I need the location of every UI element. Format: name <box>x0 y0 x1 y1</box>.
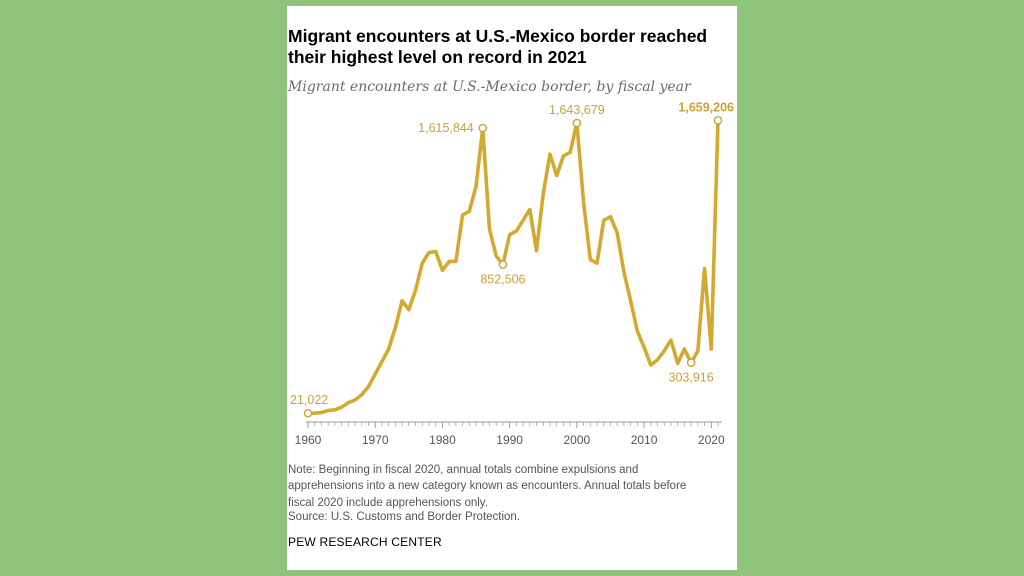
data-label: 1,659,206 <box>678 100 734 114</box>
data-point-marker <box>478 123 488 133</box>
data-point-marker <box>713 115 723 125</box>
x-tick-label: 2020 <box>698 433 725 447</box>
x-tick-label: 2010 <box>631 433 658 447</box>
x-tick-label: 1970 <box>362 433 389 447</box>
chart-card: Migrant encounters at U.S.-Mexico border… <box>287 6 737 570</box>
annotation-labels: 21,022 1,615,844 852,506 1,643,679 303,916 1,… <box>290 100 734 407</box>
note-line: fiscal 2020 include apprehensions only. <box>288 496 488 509</box>
x-tick-label: 1990 <box>496 433 523 447</box>
x-tick-label: 2000 <box>564 433 591 447</box>
data-point-marker <box>572 118 582 128</box>
data-label: 852,506 <box>480 273 525 287</box>
data-label: 303,916 <box>669 371 714 385</box>
brand-logo-text: PEW RESEARCH CENTER <box>288 535 442 549</box>
data-point-marker <box>686 358 696 367</box>
data-label: 21,022 <box>290 393 328 407</box>
note-line: Note: Beginning in fiscal 2020, annual t… <box>288 464 639 476</box>
series-line-layer <box>306 118 720 416</box>
x-tick-label: 1960 <box>295 433 322 447</box>
x-tick-label: 1980 <box>429 433 456 447</box>
chart-title: Migrant encounters at U.S.-Mexico border… <box>288 26 708 67</box>
note-line: apprehensions into a new category known … <box>288 480 687 493</box>
data-point-marker <box>303 408 313 418</box>
annotation-markers <box>303 115 723 418</box>
x-axis: 1960 1970 1980 1990 2000 2010 2020 <box>295 421 725 447</box>
line-chart: 1960 1970 1980 1990 2000 2010 2020 21,022 1,615… <box>290 100 734 447</box>
data-point-marker <box>498 260 508 269</box>
data-label: 1,615,844 <box>418 121 474 135</box>
data-label: 1,643,679 <box>549 103 605 117</box>
chart-note: Note: Beginning in fiscal 2020, annual t… <box>288 462 728 511</box>
series-line <box>306 118 720 416</box>
chart-source: Source: U.S. Customs and Border Protecti… <box>288 511 521 523</box>
chart-subtitle: Migrant encounters at U.S.-Mexico border… <box>288 79 691 95</box>
